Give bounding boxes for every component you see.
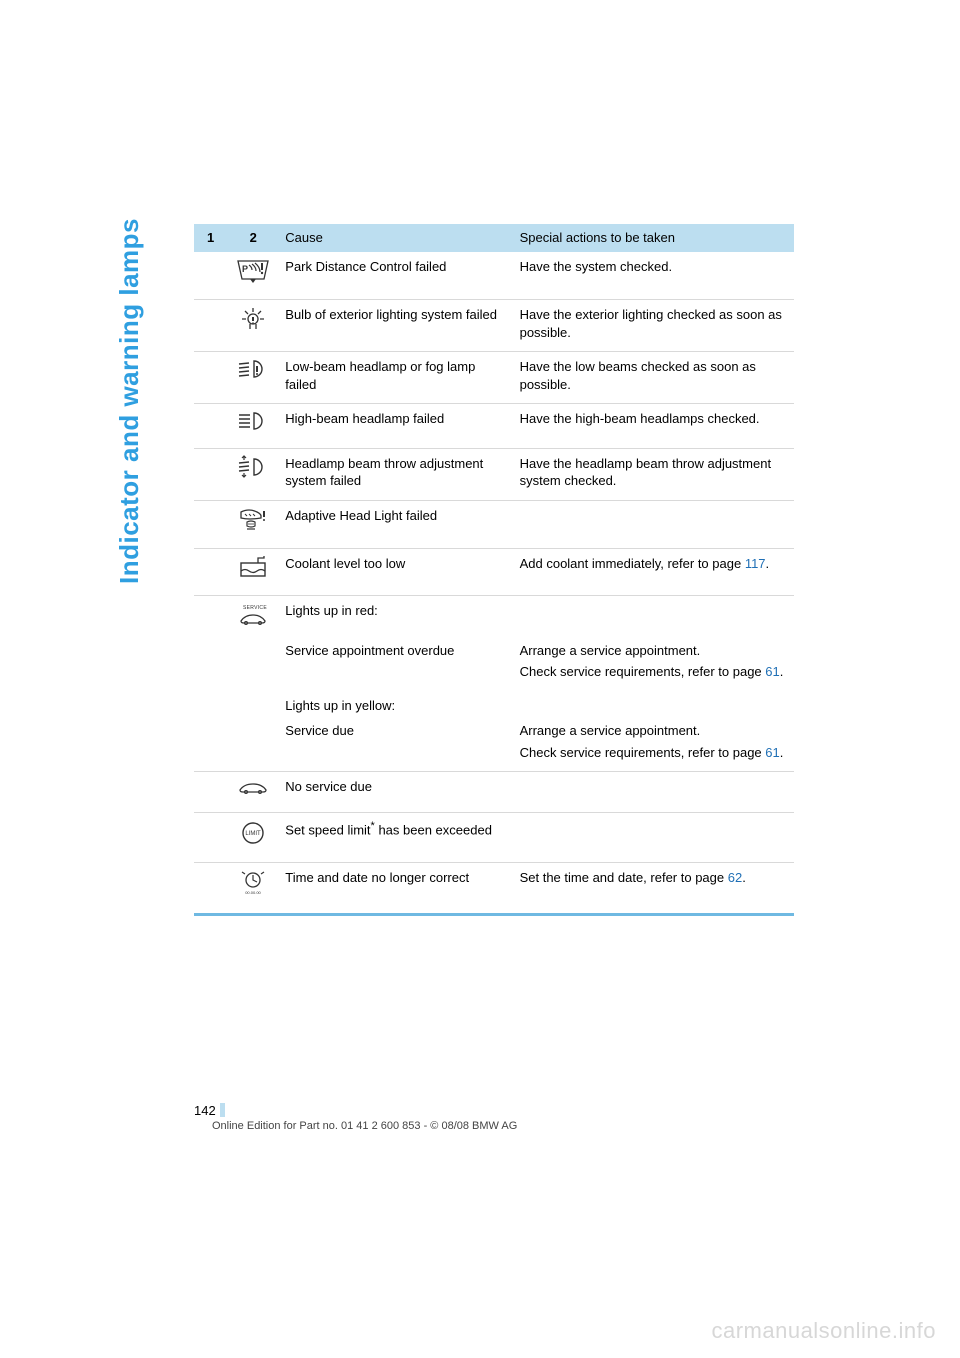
page-link[interactable]: 61	[765, 745, 779, 760]
action-text: .	[766, 556, 770, 571]
cause-cell: Time and date no longer correct	[279, 863, 513, 915]
action-cell: Arrange a service appointment. Check ser…	[514, 716, 794, 772]
speed-limit-icon: LIMIT	[233, 818, 273, 848]
cause-cell: Lights up in red:	[279, 596, 513, 636]
action-cell: Have the low beams checked as soon as po…	[514, 352, 794, 404]
action-cell: Have the exterior lighting checked as so…	[514, 300, 794, 352]
action-cell: Set the time and date, refer to page 62.	[514, 863, 794, 915]
page-link[interactable]: 117	[745, 556, 766, 571]
cause-cell: Low-beam headlamp or fog lamp failed	[279, 352, 513, 404]
action-text: Set the time and date, refer to page	[520, 870, 728, 885]
service-icon: SERVICE	[233, 601, 273, 631]
action-text: Arrange a service appointment.	[520, 642, 788, 660]
table-row: High-beam headlamp failed Have the high-…	[194, 404, 794, 449]
table-row: P Park Distance Control failed Have the …	[194, 252, 794, 300]
bulb-failed-icon	[233, 305, 273, 333]
car-outline-icon	[233, 777, 273, 797]
table-row: Lights up in yellow:	[194, 691, 794, 717]
svg-text:SERVICE: SERVICE	[243, 605, 267, 611]
cause-cell: Coolant level too low	[279, 549, 513, 596]
cause-cell: Bulb of exterior lighting system failed	[279, 300, 513, 352]
cause-cell: Set speed limit* has been exceeded	[279, 812, 513, 863]
cause-text: Set speed limit	[285, 822, 370, 837]
action-cell: Have the headlamp beam throw adjustment …	[514, 448, 794, 500]
table-row: No service due	[194, 772, 794, 813]
table-header-row: 1 2 Cause Special actions to be taken	[194, 224, 794, 252]
action-cell: Arrange a service appointment. Check ser…	[514, 636, 794, 691]
table-row: Coolant level too low Add coolant immedi…	[194, 549, 794, 596]
page-number-area: 142	[194, 1103, 225, 1118]
clock-icon: 00.00.00	[233, 868, 273, 898]
action-text: Arrange a service appointment.	[520, 722, 788, 740]
page-link[interactable]: 62	[728, 870, 742, 885]
page-number: 142	[194, 1103, 216, 1118]
action-cell: Have the system checked.	[514, 252, 794, 300]
cause-cell: Park Distance Control failed	[279, 252, 513, 300]
header-cause: Cause	[279, 224, 513, 252]
high-beam-icon	[233, 409, 273, 433]
beam-throw-icon	[233, 454, 273, 480]
cause-cell: No service due	[279, 772, 513, 813]
action-cell	[514, 772, 794, 813]
action-text: .	[780, 664, 784, 679]
svg-text:LIMIT: LIMIT	[246, 831, 262, 837]
table-row: Service due Arrange a service appointmen…	[194, 716, 794, 772]
cause-cell: Service appointment overdue	[279, 636, 513, 691]
table-row: Service appointment overdue Arrange a se…	[194, 636, 794, 691]
coolant-icon	[233, 554, 273, 580]
page-link[interactable]: 61	[765, 664, 779, 679]
adaptive-headlight-icon	[233, 506, 273, 534]
svg-text:00.00.00: 00.00.00	[245, 890, 261, 895]
low-beam-icon	[233, 357, 273, 381]
table-row: SERVICE Lights up in red:	[194, 596, 794, 636]
table-row: Headlamp beam throw adjustment system fa…	[194, 448, 794, 500]
table-row: Bulb of exterior lighting system failed …	[194, 300, 794, 352]
svg-text:P: P	[242, 264, 248, 274]
table-row: LIMIT Set speed limit* has been exceeded	[194, 812, 794, 863]
section-title: Indicator and warning lamps	[114, 218, 145, 584]
action-cell	[514, 500, 794, 549]
cause-cell: High-beam headlamp failed	[279, 404, 513, 449]
action-cell	[514, 812, 794, 863]
table-row: Low-beam headlamp or fog lamp failed Hav…	[194, 352, 794, 404]
action-text: .	[780, 745, 784, 760]
table-row: 00.00.00 Time and date no longer correct…	[194, 863, 794, 915]
page-number-bar	[220, 1103, 225, 1117]
action-text: .	[742, 870, 746, 885]
action-text: Check service requirements, refer to pag…	[520, 664, 766, 679]
table-row: Adaptive Head Light failed	[194, 500, 794, 549]
footer-text: Online Edition for Part no. 01 41 2 600 …	[212, 1120, 517, 1132]
cause-cell: Lights up in yellow:	[279, 691, 513, 717]
action-cell: Have the high-beam headlamps checked.	[514, 404, 794, 449]
warning-table: 1 2 Cause Special actions to be taken P	[194, 224, 794, 916]
header-col-2: 2	[227, 224, 279, 252]
cause-cell: Headlamp beam throw adjustment system fa…	[279, 448, 513, 500]
cause-cell: Service due	[279, 716, 513, 772]
action-cell: Add coolant immediately, refer to page 1…	[514, 549, 794, 596]
action-text: Add coolant immediately, refer to page	[520, 556, 745, 571]
action-text: Check service requirements, refer to pag…	[520, 745, 766, 760]
header-col-1: 1	[194, 224, 227, 252]
cause-text: has been exceeded	[375, 822, 492, 837]
cause-cell: Adaptive Head Light failed	[279, 500, 513, 549]
warning-table-container: 1 2 Cause Special actions to be taken P	[194, 224, 794, 916]
header-action: Special actions to be taken	[514, 224, 794, 252]
watermark: carmanualsonline.info	[711, 1318, 936, 1344]
park-distance-icon: P	[233, 257, 273, 285]
